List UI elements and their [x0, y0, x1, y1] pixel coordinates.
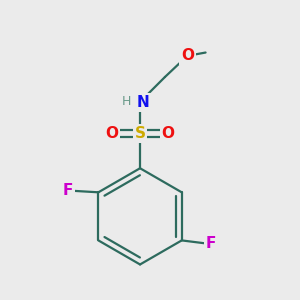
Text: F: F [206, 236, 216, 251]
Text: O: O [162, 126, 175, 141]
Text: H: H [122, 95, 131, 108]
Text: O: O [105, 126, 118, 141]
Text: S: S [134, 126, 146, 141]
Text: N: N [136, 95, 149, 110]
Text: O: O [181, 48, 194, 63]
Text: F: F [62, 183, 73, 198]
